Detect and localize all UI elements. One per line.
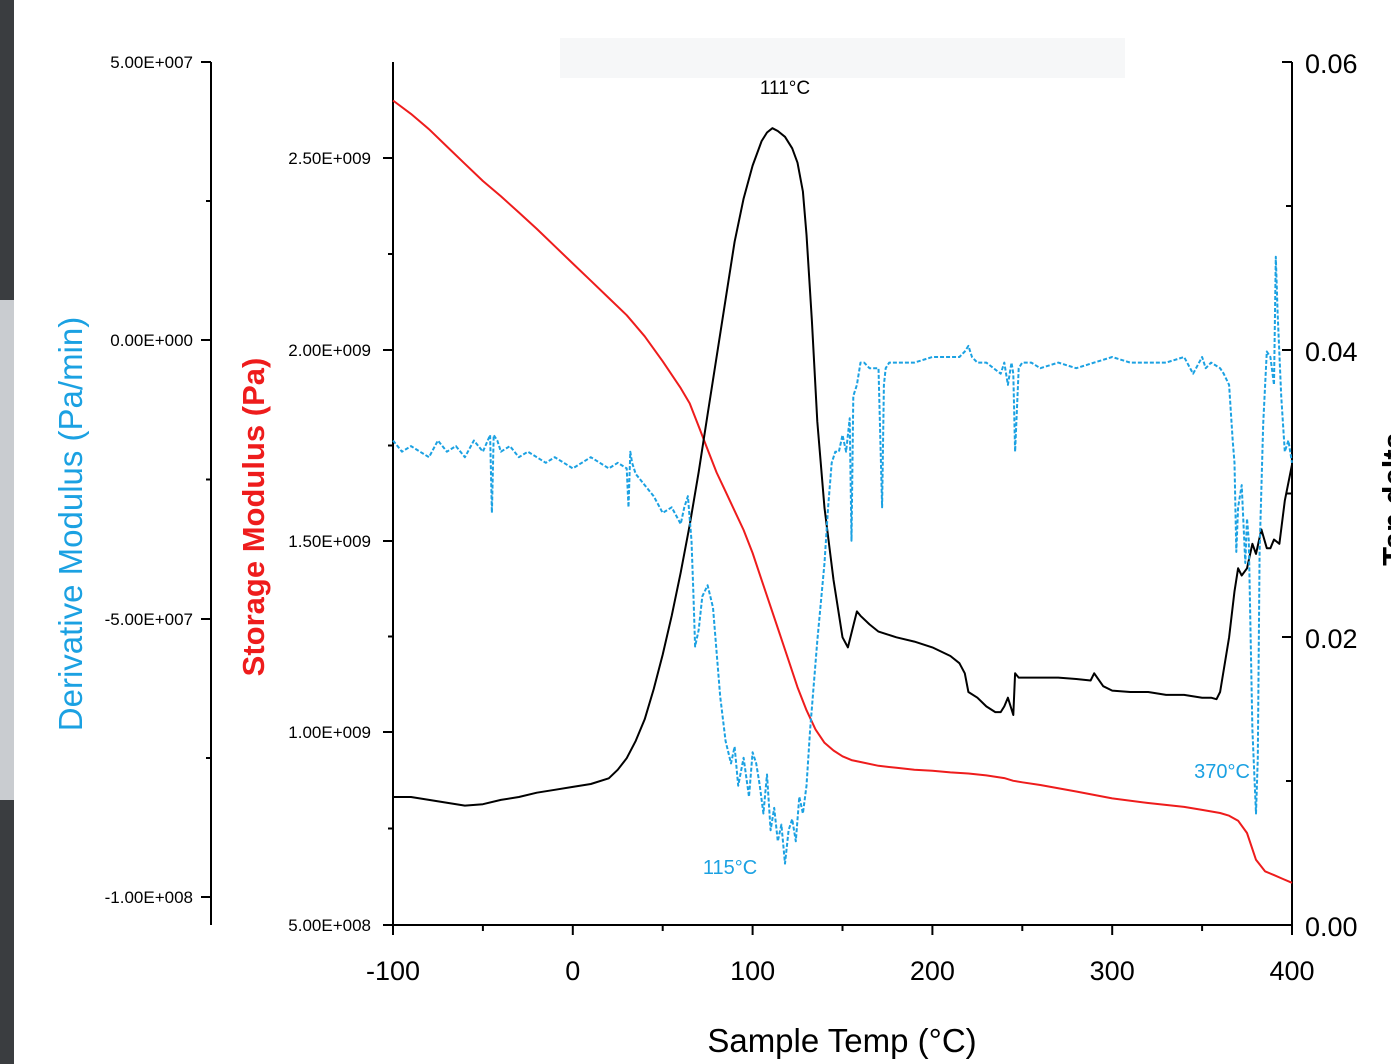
derivative-tick-label: -1.00E+008 (105, 888, 193, 907)
annotation-peak-tandelta: 111°C (760, 78, 810, 99)
storage-tick-label: 1.00E+009 (288, 723, 371, 742)
derivative-tick-label: -5.00E+007 (105, 610, 193, 629)
derivative-tick-label: 5.00E+007 (110, 53, 193, 72)
derivative-axis-label: Derivative Modulus (Pa/min) (52, 317, 89, 731)
derivative-modulus-line (392, 255, 1293, 865)
x-tick-label: 200 (910, 956, 955, 986)
axes-layer: 5.00E+007 0.00E+000 -5.00E+007 -1.00E+008 2.… (105, 49, 1358, 986)
annotation-peak-derivative: 115°C (703, 857, 757, 879)
x-tick-label: 400 (1269, 956, 1314, 986)
storage-modulus-line (392, 99, 1293, 884)
derivative-tick-label: 0.00E+000 (110, 331, 193, 350)
tandelta-line (393, 127, 1293, 807)
x-tick-label: 300 (1090, 956, 1135, 986)
storage-tick-label: 1.50E+009 (288, 532, 371, 551)
annotation-370c: 370°C (1194, 761, 1250, 783)
labels-layer: Derivative Modulus (Pa/min) Storage Modu… (52, 78, 1391, 1059)
x-tick-label: 0 (565, 956, 580, 986)
storage-tick-label: 5.00E+008 (288, 916, 371, 935)
tandelta-tick-label: 0.00 (1305, 912, 1358, 942)
storage-axis-label: Storage Modulus (Pa) (236, 358, 271, 677)
background-strip-light (0, 300, 14, 800)
storage-tick-label: 2.00E+009 (288, 341, 371, 360)
tandelta-axis-label: Tan delta (1376, 431, 1391, 566)
tandelta-tick-label: 0.04 (1305, 337, 1358, 367)
storage-tick-label: 2.50E+009 (288, 149, 371, 168)
x-axis-label: Sample Temp (°C) (707, 1022, 976, 1059)
series-layer (392, 99, 1293, 884)
x-tick-label: 100 (730, 956, 775, 986)
tandelta-tick-label: 0.06 (1305, 49, 1358, 79)
header-band (560, 38, 1125, 78)
x-tick-label: -100 (366, 956, 420, 986)
tandelta-tick-label: 0.02 (1305, 624, 1358, 654)
